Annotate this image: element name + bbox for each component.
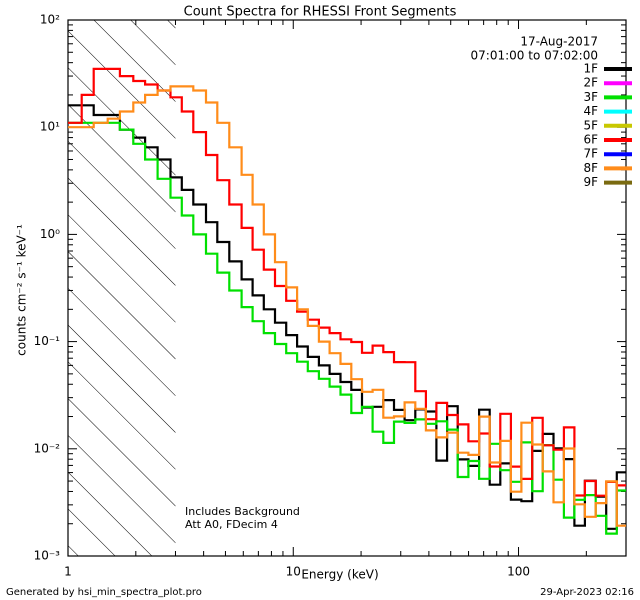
annotation-attenuator: Att A0, FDecim 4: [185, 518, 278, 531]
annotation-includes-background: Includes Background: [185, 505, 300, 518]
x-axis-label: Energy (keV): [301, 568, 378, 582]
y-tick-label: 10²: [40, 13, 60, 27]
legend-label-1F: 1F: [583, 62, 598, 76]
legend-label-6F: 6F: [583, 133, 598, 147]
y-tick-label: 10⁻³: [34, 549, 61, 563]
y-tick-label: 10⁰: [40, 227, 60, 241]
legend-label-3F: 3F: [583, 90, 598, 104]
legend-label-4F: 4F: [583, 104, 598, 118]
observation-time-range: 07:01:00 to 07:02:00: [471, 49, 598, 63]
x-tick-label: 1: [64, 565, 72, 579]
x-tick-label: 10: [286, 565, 301, 579]
y-tick-label: 10⁻¹: [34, 334, 61, 348]
legend-label-9F: 9F: [583, 175, 598, 189]
legend-label-5F: 5F: [583, 118, 598, 132]
axes: 1 10 100 10⁻³ 10⁻² 10⁻¹ 10⁰ 10¹ 10²: [34, 13, 627, 579]
y-tick-label: 10¹: [40, 120, 60, 134]
legend-label-2F: 2F: [583, 76, 598, 90]
spectrum-line-8F: [68, 85, 626, 527]
legend-label-8F: 8F: [583, 161, 598, 175]
spectrum-line-3F: [68, 121, 626, 535]
footer-timestamp: 29-Apr-2023 02:16: [540, 587, 634, 598]
observation-date: 17-Aug-2017: [520, 35, 598, 49]
low-energy-hatched-region: [68, 20, 176, 556]
footer-generator: Generated by hsi_min_spectra_plot.pro: [6, 587, 202, 598]
y-tick-label: 10⁻²: [34, 441, 61, 455]
page-title: Count Spectra for RHESSI Front Segments: [184, 5, 457, 20]
y-axis-label: counts cm⁻² s⁻¹ keV⁻¹: [15, 224, 29, 356]
x-tick-label: 100: [507, 565, 530, 579]
legend-label-7F: 7F: [583, 147, 598, 161]
spectrum-line-6F: [68, 67, 626, 497]
spectra-curves: [68, 67, 626, 535]
